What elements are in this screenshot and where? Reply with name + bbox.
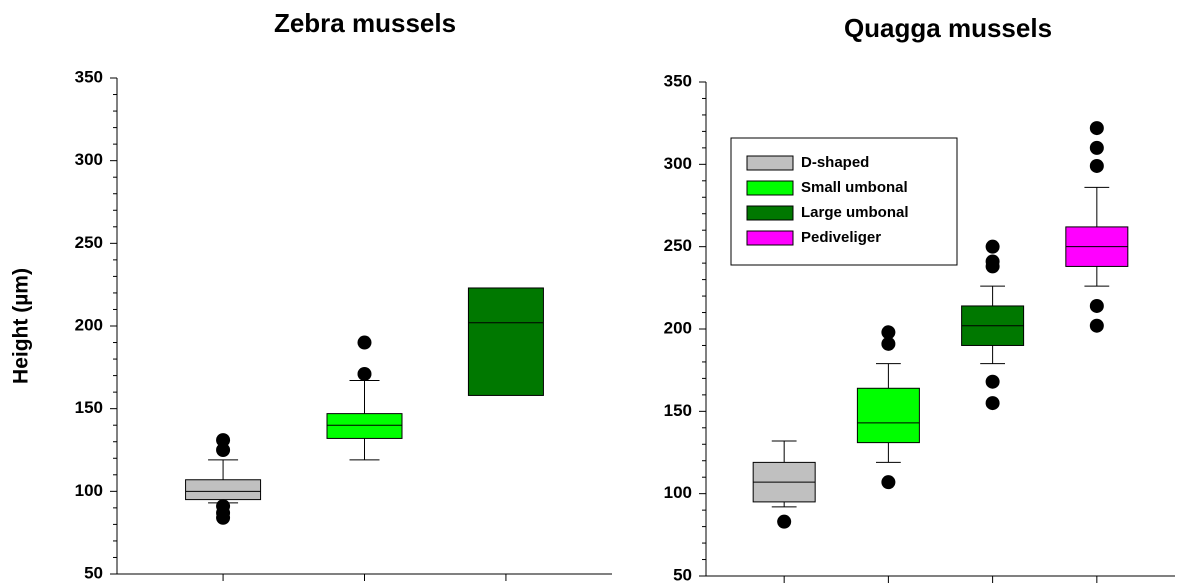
y-tick-label: 50 bbox=[673, 565, 692, 584]
y-tick-label: 150 bbox=[664, 401, 692, 420]
y-tick-label: 350 bbox=[664, 71, 692, 90]
legend-swatch bbox=[746, 205, 794, 221]
chart-title: Zebra mussels bbox=[274, 8, 456, 38]
y-tick-label: 250 bbox=[75, 233, 103, 252]
y-tick-label: 100 bbox=[75, 481, 103, 500]
box bbox=[326, 413, 403, 439]
outlier bbox=[777, 514, 792, 529]
outlier bbox=[881, 336, 896, 351]
box bbox=[467, 287, 544, 396]
outlier bbox=[357, 366, 372, 381]
legend-swatch bbox=[746, 230, 794, 246]
outlier bbox=[1089, 121, 1104, 136]
y-tick-label: 50 bbox=[84, 563, 103, 582]
outlier bbox=[985, 239, 1000, 254]
legend-label: Pediveliger bbox=[801, 229, 881, 246]
outlier bbox=[1089, 140, 1104, 155]
outlier bbox=[985, 374, 1000, 389]
y-tick-label: 200 bbox=[664, 318, 692, 337]
outlier bbox=[1089, 298, 1104, 313]
legend-swatch bbox=[746, 180, 794, 196]
y-tick-label: 300 bbox=[75, 150, 103, 169]
y-tick-label: 100 bbox=[664, 483, 692, 502]
outlier bbox=[357, 335, 372, 350]
outlier bbox=[216, 443, 231, 457]
box bbox=[185, 479, 262, 501]
outlier bbox=[985, 396, 1000, 411]
outlier bbox=[881, 325, 896, 340]
outlier bbox=[216, 510, 231, 525]
legend-swatch bbox=[746, 155, 794, 171]
outlier bbox=[1089, 318, 1104, 333]
legend-label: Small umbonal bbox=[801, 179, 908, 196]
y-axis-label: Height (µm) bbox=[10, 268, 33, 384]
chart-title: Quagga mussels bbox=[844, 13, 1052, 43]
outlier bbox=[985, 259, 1000, 274]
y-tick-label: 150 bbox=[75, 398, 103, 417]
y-tick-label: 300 bbox=[664, 154, 692, 173]
y-tick-label: 350 bbox=[75, 67, 103, 86]
y-tick-label: 250 bbox=[664, 236, 692, 255]
box bbox=[856, 387, 920, 444]
outlier bbox=[1089, 158, 1104, 173]
legend-label: D-shaped bbox=[801, 154, 869, 171]
legend-label: Large umbonal bbox=[801, 204, 909, 221]
outlier bbox=[881, 475, 896, 490]
y-tick-label: 200 bbox=[75, 315, 103, 334]
outlier bbox=[216, 433, 231, 448]
